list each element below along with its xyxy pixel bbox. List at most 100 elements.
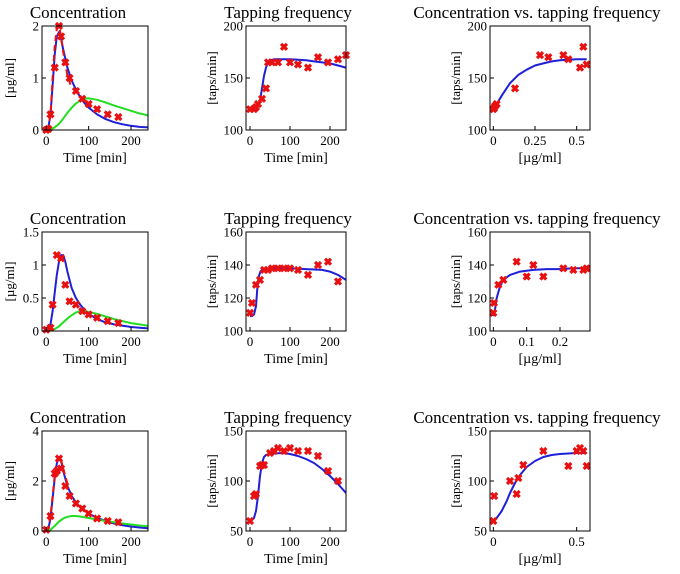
x-tick-label: 0 [490, 334, 497, 349]
x-tick-label: 200 [121, 534, 141, 549]
data-marker [84, 99, 93, 109]
data-marker [61, 58, 70, 67]
data-marker [333, 476, 343, 486]
data-marker [582, 264, 591, 273]
data-marker [564, 461, 573, 471]
y-tick-label: 160 [224, 225, 244, 240]
x-tick-label: 0 [43, 133, 50, 148]
data-marker [54, 454, 64, 463]
y-tick-label: 100 [224, 324, 244, 339]
data-marker [313, 451, 323, 461]
y-tick-label: 150 [468, 424, 488, 439]
chart-panel: Concentration vs. tapping frequency 0 0.1 0… [413, 209, 661, 367]
data-marker [279, 42, 289, 51]
data-marker [78, 307, 87, 316]
data-marker [293, 265, 303, 275]
chart-panel: Concentration 0 100 200 0 1 2 Time [min] [µg/ml] [2, 3, 149, 166]
y-tick-label: 0 [33, 123, 40, 138]
data-marker [267, 264, 277, 273]
data-marker [93, 105, 102, 114]
y-tick-label: 100 [468, 123, 488, 138]
data-marker [50, 63, 59, 72]
data-marker [313, 53, 323, 62]
x-axis-label: Time [min] [63, 552, 127, 567]
data-marker [245, 308, 255, 317]
series-line-fit-blue [492, 58, 587, 111]
data-marker [564, 55, 573, 64]
data-marker [78, 504, 87, 513]
x-tick-label: 0 [247, 133, 254, 148]
data-marker [285, 443, 295, 453]
x-tick-label: 100 [280, 534, 300, 549]
x-tick-label: 100 [79, 133, 99, 148]
y-tick-label: 200 [224, 19, 244, 34]
plot-frame [489, 25, 591, 131]
x-tick-label: 200 [320, 133, 340, 148]
data-marker [323, 257, 333, 266]
y-axis-label: [taps/min] [448, 51, 463, 104]
x-tick-label: 100 [280, 133, 300, 148]
data-marker [293, 446, 303, 456]
chart-panel: Concentration vs. tapping frequency 0 0.5 5… [413, 408, 661, 567]
x-tick-label: 200 [121, 133, 141, 148]
data-marker [279, 264, 289, 273]
data-marker [303, 446, 313, 456]
data-marker [313, 260, 323, 270]
y-tick-label: 1 [33, 258, 40, 273]
data-marker [539, 446, 548, 456]
data-marker [245, 516, 255, 526]
data-marker [251, 489, 261, 499]
x-axis-label: Time [min] [264, 552, 328, 567]
y-tick-label: 100 [468, 474, 488, 489]
data-marker [56, 32, 66, 41]
data-marker [582, 60, 591, 69]
x-tick-label: 100 [79, 534, 99, 549]
series-line-fit-blue [492, 452, 587, 522]
x-tick-label: 0 [490, 133, 497, 148]
data-marker [582, 461, 591, 471]
x-tick-label: 0.1 [519, 334, 535, 349]
data-marker [519, 460, 528, 470]
x-tick-label: 0 [247, 334, 254, 349]
y-tick-label: 100 [224, 474, 244, 489]
data-marker [84, 509, 93, 518]
x-axis-label: Time [min] [264, 151, 328, 166]
data-marker [261, 84, 271, 93]
y-tick-label: 50 [474, 524, 487, 539]
data-marker [247, 298, 257, 308]
x-tick-label: 0.5 [569, 534, 585, 549]
data-marker [293, 60, 303, 69]
data-marker [46, 323, 55, 332]
x-tick-label: 200 [320, 534, 340, 549]
y-tick-label: 50 [230, 524, 243, 539]
data-marker [103, 316, 112, 326]
chart-panel: Concentration 0 100 200 0 0.5 1 1.5 Time [min] [µ… [2, 209, 149, 367]
data-marker [103, 110, 112, 119]
y-tick-label: 1.5 [23, 225, 39, 240]
data-marker [273, 58, 283, 67]
y-tick-label: 2 [33, 474, 40, 489]
data-marker [510, 84, 520, 93]
data-marker [579, 446, 588, 456]
chart-title: Concentration vs. tapping frequency [413, 209, 661, 228]
plot-frame [41, 231, 149, 332]
x-tick-label: 0.5 [569, 133, 585, 148]
x-axis-label: [µg/ml] [518, 352, 561, 367]
x-tick-label: 0 [490, 534, 497, 549]
chart-title: Concentration [30, 3, 127, 22]
data-marker [535, 51, 545, 60]
plot-frame [245, 430, 347, 532]
chart-title: Concentration vs. tapping frequency [413, 3, 661, 22]
data-marker [65, 297, 74, 306]
data-marker [56, 254, 66, 263]
data-marker [46, 110, 55, 119]
chart-panel: Tapping frequency 0 100 200 50 100 150 Time [mi… [204, 408, 352, 567]
plot-frame [41, 25, 149, 131]
data-marker [505, 476, 515, 486]
data-marker [257, 94, 267, 103]
x-tick-label: 0.2 [552, 334, 568, 349]
data-marker [273, 264, 283, 273]
chart-panel: Concentration 0 100 200 0 2 4 Time [min] [µg/ml] [2, 408, 149, 567]
y-tick-label: 140 [224, 258, 244, 273]
